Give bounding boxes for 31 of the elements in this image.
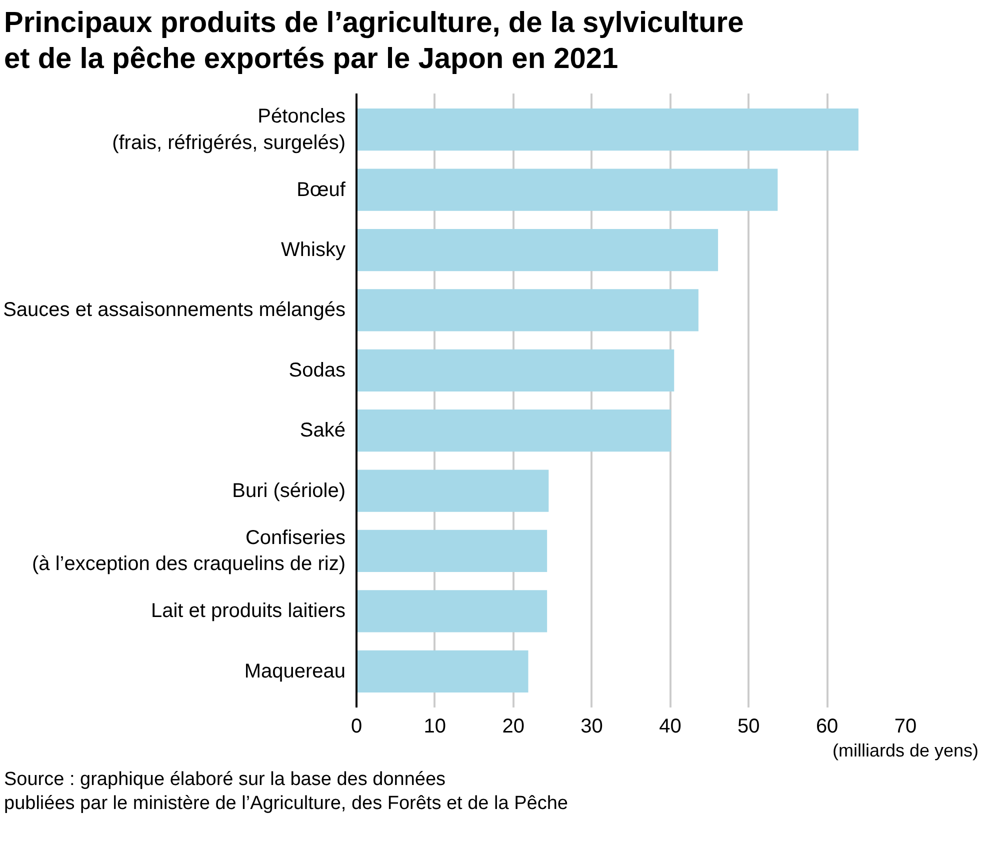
y-tick-label: Maquereau bbox=[244, 660, 346, 682]
chart-title: Principaux produits de l’agriculture, de la sylviculture et de la pêche exportés par le Japon en 2021 bbox=[4, 6, 744, 78]
y-tick-label: Saké bbox=[300, 419, 346, 442]
y-tick-label: Buri (sériole) bbox=[232, 479, 346, 502]
x-tick-label: 10 bbox=[424, 715, 446, 737]
x-tick-label: 20 bbox=[502, 715, 524, 737]
x-tick-label: 70 bbox=[894, 715, 917, 737]
bar bbox=[356, 409, 671, 452]
x-tick-label: 0 bbox=[350, 715, 362, 737]
x-axis-title: (milliards de yens) bbox=[832, 740, 979, 760]
bar bbox=[356, 228, 718, 271]
x-tick-label: 50 bbox=[738, 715, 760, 737]
bar bbox=[356, 469, 549, 512]
x-tick-label: 60 bbox=[816, 715, 838, 737]
y-tick-label: Lait et produits laitiers bbox=[150, 600, 346, 622]
bar bbox=[356, 288, 698, 331]
x-tick-label: 30 bbox=[580, 715, 603, 737]
y-tick-label: Bœuf bbox=[296, 178, 346, 200]
bar bbox=[356, 590, 548, 632]
source-note: Source : graphique élaboré sur la base des données publiées par le ministère de l’Agriculture, des Forêts et de la Pêche bbox=[4, 768, 568, 816]
bar bbox=[356, 650, 528, 692]
y-tick-label: Whisky bbox=[281, 238, 346, 261]
y-tick-label: Confiseries (à l’exception des craquelins de riz) bbox=[32, 526, 346, 575]
y-tick-label: Pétoncles (frais, réfrigérés, surgelés) bbox=[112, 104, 346, 154]
bar bbox=[356, 529, 548, 572]
y-tick-label: Sauces et assaisonnements mélangés bbox=[3, 298, 346, 321]
bar bbox=[356, 168, 778, 210]
y-tick-label: Sodas bbox=[288, 358, 346, 381]
x-tick-label: 40 bbox=[659, 715, 682, 737]
bar bbox=[356, 108, 858, 150]
bar bbox=[356, 348, 674, 391]
